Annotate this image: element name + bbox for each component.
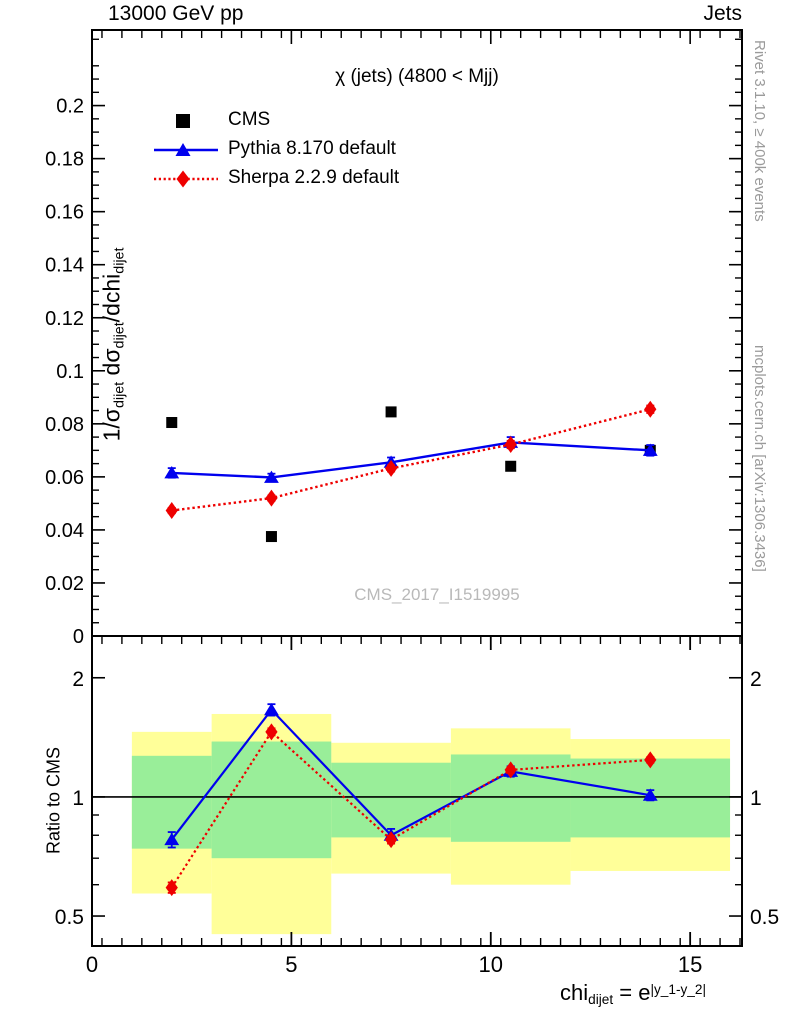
main-marker-square	[505, 460, 517, 472]
main-y-tick-label: 0.06	[45, 467, 84, 489]
ratio-y-tick-label-right: 2	[750, 668, 762, 691]
main-y-tick-label: 0.1	[56, 361, 84, 383]
header-beam-label: 13000 GeV pp	[108, 2, 244, 25]
xlabel-p1: chi	[560, 980, 589, 1005]
xlabel-p2: = e	[613, 980, 651, 1005]
ratio-marker-diamond	[644, 751, 657, 769]
legend-label-pythia: Pythia 8.170 default	[228, 138, 396, 159]
ratio-series-line-diamond	[170, 730, 651, 889]
main-marker-diamond	[384, 459, 398, 477]
main-y-tick-label: 0.18	[45, 149, 84, 171]
header-analysis-label: Jets	[703, 2, 742, 25]
main-series-line-triangle	[171, 441, 651, 479]
legend: CMS Pythia 8.170 default Sherpa 2.2.9 de…	[150, 108, 399, 195]
main-marker-triangle	[264, 470, 279, 483]
legend-label-sherpa: Sherpa 2.2.9 default	[228, 167, 400, 188]
main-marker-diamond	[165, 502, 178, 520]
analysis-watermark: CMS_2017_I1519995	[354, 585, 519, 604]
ratio-marker-triangle	[264, 702, 279, 716]
ratio-y-tick-label: 0.5	[55, 906, 84, 929]
x-tick-label: 15	[678, 952, 702, 977]
ratio-marker-triangle	[164, 832, 180, 846]
xlabel-sub1: dijet	[588, 991, 614, 1007]
main-y-tick-label: 0.16	[45, 202, 84, 224]
legend-entry-sherpa: Sherpa 2.2.9 default	[150, 166, 399, 195]
plot-subtitle: χ (jets) (4800 < Mjj)	[335, 66, 499, 87]
ratio-marker-diamond	[265, 723, 278, 741]
mcplots-caption: mcplots.cern.ch [arXiv:1306.3436]	[751, 345, 768, 572]
main-y-tick-label: 0.04	[45, 520, 84, 542]
x-tick-label: 5	[285, 952, 297, 977]
x-tick-label: 10	[479, 952, 503, 977]
ratio-band-green	[331, 762, 451, 838]
ratio-panel-frame	[91, 635, 743, 947]
ratio-y-tick-label-right: 0.5	[750, 906, 779, 929]
main-y-tick-label: 0.14	[45, 255, 84, 277]
x-tick-label: 0	[86, 952, 98, 977]
main-marker-diamond	[644, 400, 657, 418]
ratio-marker-diamond	[165, 879, 178, 897]
main-marker-diamond	[265, 489, 278, 507]
main-y-tick-label: 0.12	[45, 308, 84, 330]
legend-marker-square	[176, 114, 190, 128]
main-y-tick-label: 0	[73, 626, 84, 648]
ratio-band-green	[211, 741, 332, 859]
main-y-tick-label: 0.02	[45, 573, 84, 595]
main-y-tick-label: 0.08	[45, 414, 84, 436]
x-axis-label: chidijet = e|y_1-y_2|	[560, 980, 706, 1007]
legend-marker-triangle	[154, 143, 218, 156]
legend-entry-cms: CMS	[150, 108, 270, 137]
main-marker-triangle	[642, 443, 658, 456]
ratio-marker-triangle	[642, 788, 658, 801]
ratio-marker-diamond	[384, 831, 398, 849]
legend-marker-diamond	[154, 170, 218, 188]
main-marker-triangle	[164, 466, 180, 479]
ratio-marker-diamond	[504, 761, 517, 779]
main-marker-square	[385, 406, 397, 418]
ratio-y-tick-label-right: 1	[750, 787, 762, 810]
rivet-version-caption: Rivet 3.1.10, ≥ 400k events	[751, 40, 768, 222]
legend-label-cms: CMS	[228, 109, 271, 130]
xlabel-sup1: |y_1-y_2|	[650, 981, 706, 997]
main-y-tick-label: 0.2	[56, 96, 84, 118]
main-marker-square	[265, 531, 277, 543]
main-marker-diamond	[504, 436, 517, 454]
ratio-y-tick-label: 1	[72, 787, 84, 810]
legend-entry-pythia: Pythia 8.170 default	[150, 137, 396, 166]
ratio-y-tick-label: 2	[72, 668, 84, 691]
main-marker-square	[166, 417, 178, 429]
